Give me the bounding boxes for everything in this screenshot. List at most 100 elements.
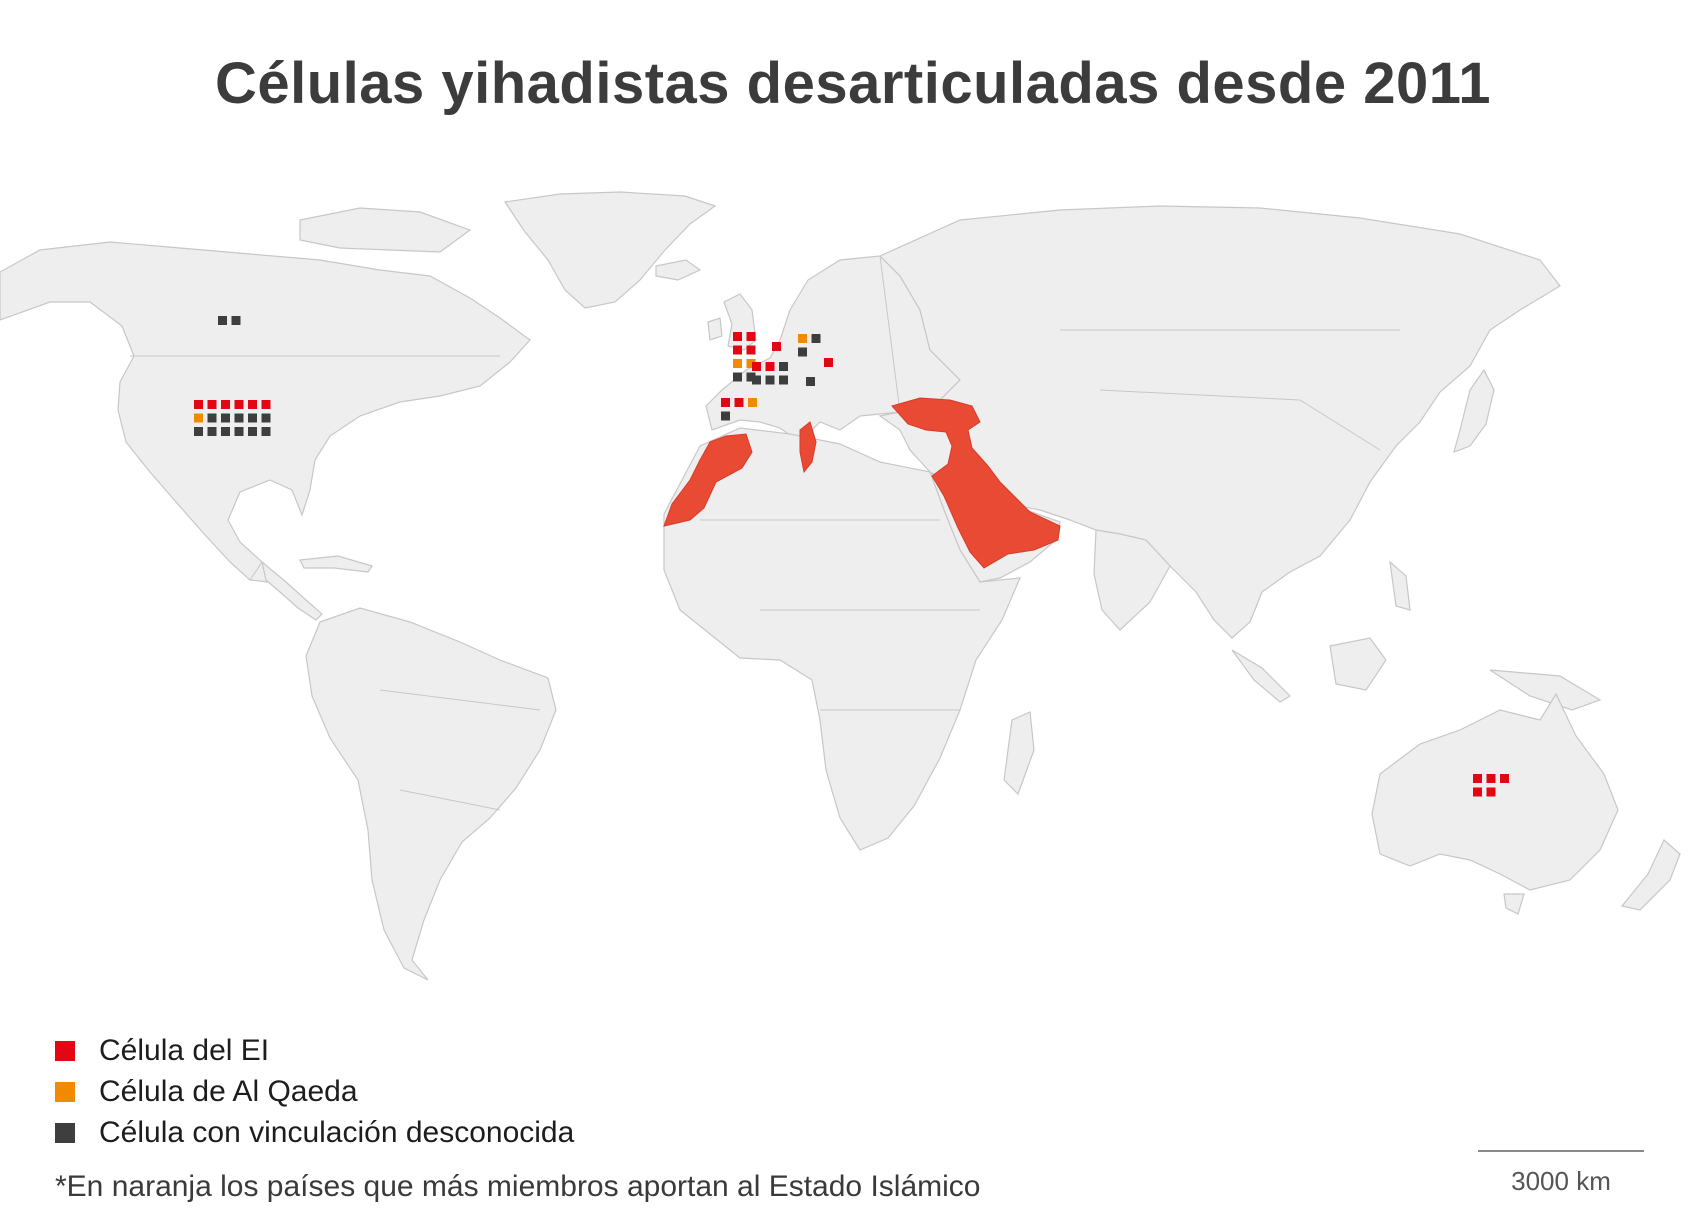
cell-marker-unknown xyxy=(779,362,788,371)
cell-marker-ei xyxy=(746,345,756,355)
legend-label-unknown: Célula con vinculación desconocida xyxy=(99,1115,575,1149)
legend-item-ei: Célula del EI xyxy=(55,1030,574,1071)
cell-marker-ei xyxy=(733,345,742,355)
landmass-caribbean xyxy=(299,555,373,573)
cell-marker-unknown xyxy=(752,375,761,385)
cell-group-reino-unido xyxy=(733,332,756,382)
legend-swatch-al-qaeda xyxy=(55,1081,75,1102)
landmass-tasmania xyxy=(1503,893,1525,915)
landmass-sumatra xyxy=(1231,649,1291,703)
cell-marker-ei xyxy=(772,342,781,351)
cell-marker-ei xyxy=(746,332,756,341)
cell-marker-unknown xyxy=(221,413,230,423)
landmass-iceland xyxy=(655,259,702,281)
cell-marker-unknown xyxy=(261,413,271,423)
country-tunisia xyxy=(799,421,817,474)
map-title: Células yihadistas desarticuladas desde … xyxy=(214,51,1492,116)
landmass-new-zealand xyxy=(1620,839,1681,911)
cell-marker-ei xyxy=(1486,787,1496,797)
scale-line xyxy=(1478,1150,1644,1152)
cell-marker-unknown xyxy=(746,372,756,382)
cell-marker-unknown xyxy=(811,334,821,343)
cell-marker-ei xyxy=(734,398,744,407)
cell-group-austria xyxy=(824,358,833,367)
cell-marker-al-qaeda xyxy=(733,359,742,368)
cell-marker-ei xyxy=(221,400,230,409)
landmass-africa xyxy=(663,427,1021,851)
landmass-greenland xyxy=(503,191,717,309)
legend-item-unknown: Célula con vinculación desconocida xyxy=(55,1112,574,1153)
highlighted-countries xyxy=(663,397,1061,569)
legend-swatch-ei xyxy=(55,1040,75,1061)
cell-marker-al-qaeda xyxy=(748,398,757,407)
country-borders xyxy=(130,255,1400,811)
scale-label: 3000 km xyxy=(1511,1166,1611,1196)
cell-marker-ei xyxy=(261,400,271,409)
landmass-philippines xyxy=(1389,560,1411,611)
landmass-madagascar xyxy=(1003,711,1035,796)
cell-group-francia xyxy=(752,362,788,385)
cell-marker-ei xyxy=(824,358,833,367)
cell-group-bélgica xyxy=(772,342,781,351)
cell-marker-unknown xyxy=(234,413,244,423)
cell-marker-unknown xyxy=(798,347,807,357)
cell-marker-unknown xyxy=(765,375,775,385)
landmass-asia xyxy=(878,205,1561,639)
landmass-new-guinea xyxy=(1489,669,1602,711)
cell-marker-unknown xyxy=(218,316,227,325)
cell-marker-unknown xyxy=(248,413,257,423)
cell-marker-unknown xyxy=(261,427,271,436)
cell-marker-unknown xyxy=(194,427,203,436)
legend: Célula del EI Célula de Al Qaeda Célula … xyxy=(55,1030,574,1153)
cell-group-italia xyxy=(806,377,815,386)
cell-marker-ei xyxy=(1500,774,1509,783)
landmass-north-america xyxy=(0,241,531,583)
cell-marker-ei xyxy=(765,362,775,371)
cell-group-canadá xyxy=(218,316,241,325)
cell-marker-ei xyxy=(248,400,257,409)
cell-marker-ei xyxy=(733,332,742,341)
cell-marker-unknown xyxy=(721,411,730,421)
cell-group-alemania xyxy=(798,334,821,357)
landmass-india xyxy=(1093,529,1171,631)
scale-bar: 3000 km xyxy=(1478,1150,1644,1197)
cell-group-españa xyxy=(721,398,757,421)
cell-marker-ei xyxy=(207,400,217,409)
cell-marker-unknown xyxy=(806,377,815,386)
cell-marker-ei xyxy=(1473,787,1482,797)
cell-marker-ei xyxy=(721,398,730,407)
cell-group-estados-unidos xyxy=(194,400,271,436)
landmass-arctic-islands xyxy=(299,207,472,253)
continents xyxy=(0,191,1681,981)
country-morocco xyxy=(663,433,753,527)
landmass-central-america xyxy=(261,560,323,621)
cell-marker-ei xyxy=(1473,774,1482,783)
cell-marker-unknown xyxy=(221,427,230,436)
landmass-japan xyxy=(1453,368,1495,453)
cell-marker-al-qaeda xyxy=(194,413,203,423)
cell-marker-ei xyxy=(234,400,244,409)
landmass-ireland xyxy=(707,317,723,341)
cell-marker-al-qaeda xyxy=(746,359,756,368)
world-map xyxy=(0,191,1681,981)
cell-marker-unknown xyxy=(779,375,788,385)
footnote: *En naranja los países que más miembros … xyxy=(55,1170,981,1203)
landmass-uk xyxy=(723,293,757,351)
cell-marker-ei xyxy=(1486,774,1496,783)
landmass-south-america xyxy=(305,607,557,981)
landmass-borneo xyxy=(1329,637,1387,691)
legend-label-ei: Célula del EI xyxy=(99,1033,270,1067)
legend-label-al-qaeda: Célula de Al Qaeda xyxy=(99,1074,358,1108)
cell-marker-unknown xyxy=(207,413,217,423)
cell-marker-ei xyxy=(752,362,761,371)
cell-marker-ei xyxy=(194,400,203,409)
legend-item-al-qaeda: Célula de Al Qaeda xyxy=(55,1071,574,1112)
cell-marker-unknown xyxy=(248,427,257,436)
cell-marker-unknown xyxy=(733,372,742,382)
cell-marker-unknown xyxy=(231,316,241,325)
legend-swatch-unknown xyxy=(55,1122,75,1143)
country-middle-east xyxy=(891,397,1061,569)
cell-marker-unknown xyxy=(207,427,217,436)
cell-group-australia xyxy=(1473,774,1509,797)
cell-marker-unknown xyxy=(234,427,244,436)
